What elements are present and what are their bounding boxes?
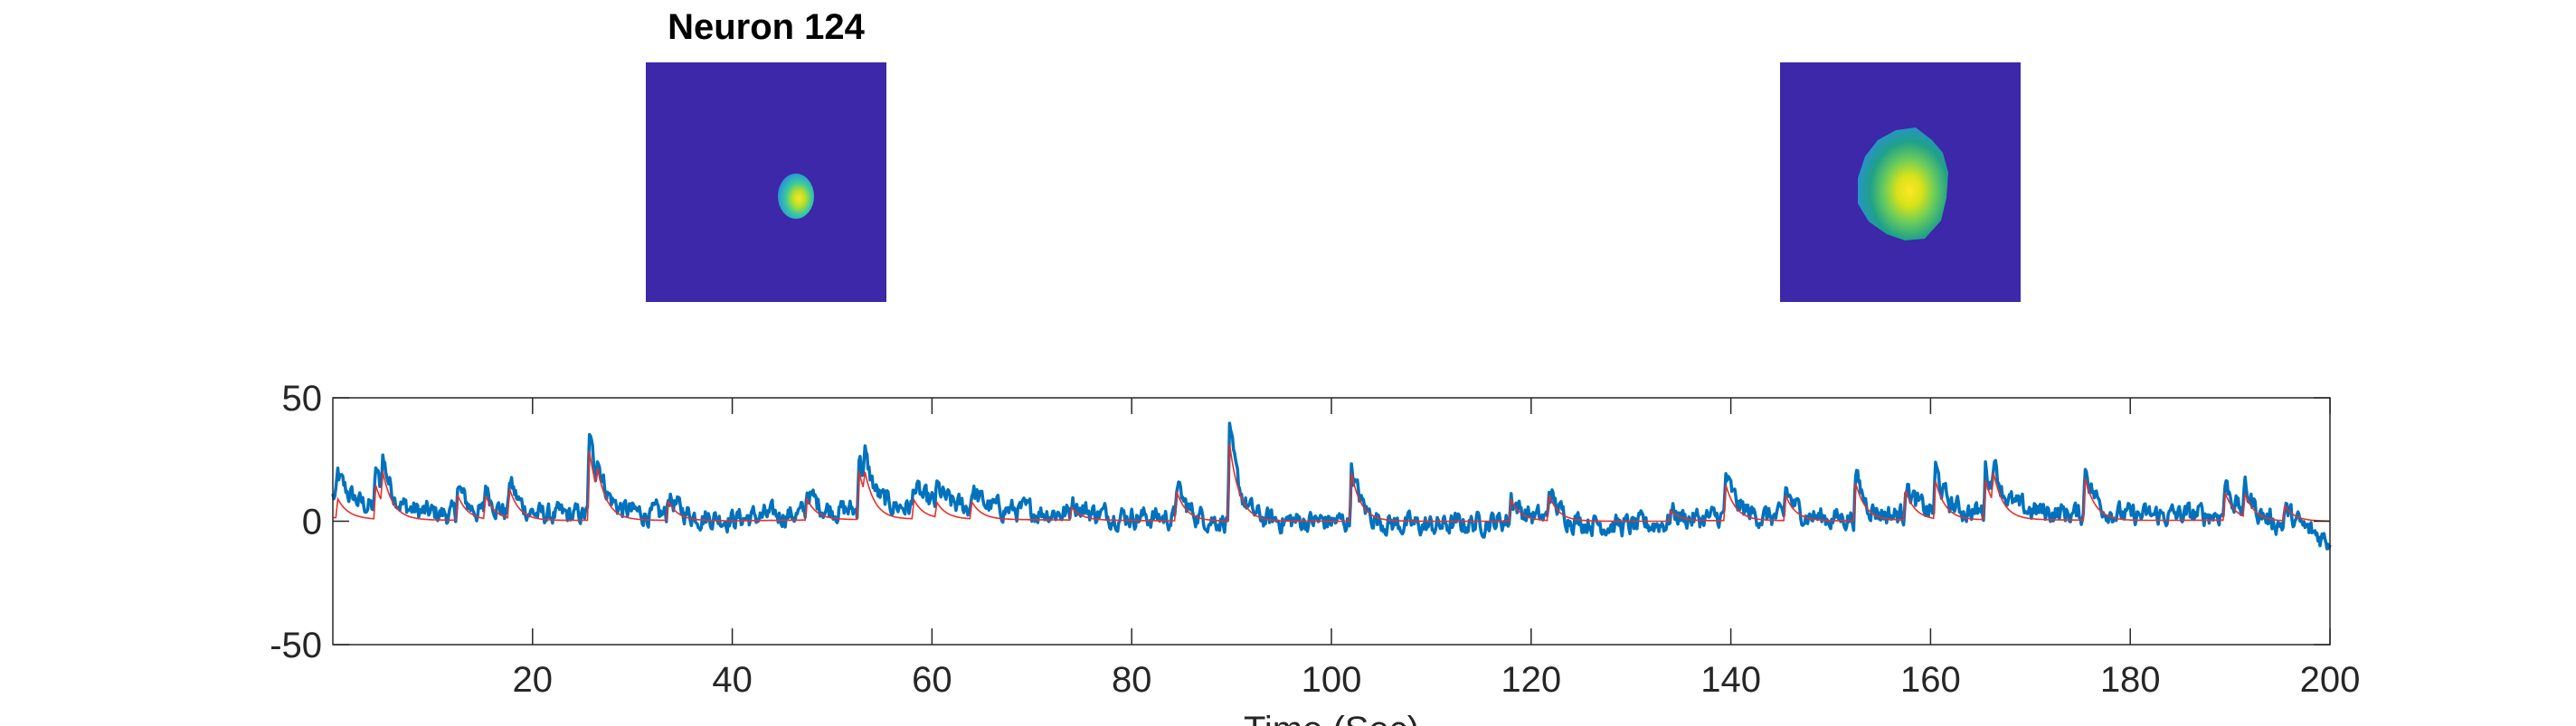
y-tick-label: 0 xyxy=(302,503,322,542)
y-tick-label: -50 xyxy=(270,626,322,665)
spatial-footprint-image xyxy=(778,174,814,219)
x-tick-label: 40 xyxy=(712,660,753,700)
figure-title: Neuron 124 xyxy=(668,7,865,47)
x-tick-label: 180 xyxy=(2100,660,2161,700)
x-tick-label: 200 xyxy=(2300,660,2361,700)
x-axis-label: Time (Sec) xyxy=(1244,710,1419,726)
zoomed-footprint-panel xyxy=(1780,62,2021,302)
x-tick-label: 120 xyxy=(1501,660,1561,700)
x-tick-label: 160 xyxy=(1900,660,1961,700)
x-tick-label: 100 xyxy=(1302,660,1362,700)
y-tick-label: 50 xyxy=(282,379,323,419)
raw-trace-line xyxy=(331,421,2332,551)
x-tick-label: 60 xyxy=(912,660,952,700)
x-tick-label: 140 xyxy=(1700,660,1761,700)
zoomed-neuron-blob xyxy=(1858,127,1948,240)
fitted-trace-line xyxy=(332,443,2330,523)
x-tick-label: 80 xyxy=(1112,660,1152,700)
neuron-footprint-blob xyxy=(778,174,814,219)
zoomed-footprint-image xyxy=(1858,127,1948,240)
x-tick-label: 20 xyxy=(513,660,554,700)
spatial-footprint-panel xyxy=(646,62,886,302)
